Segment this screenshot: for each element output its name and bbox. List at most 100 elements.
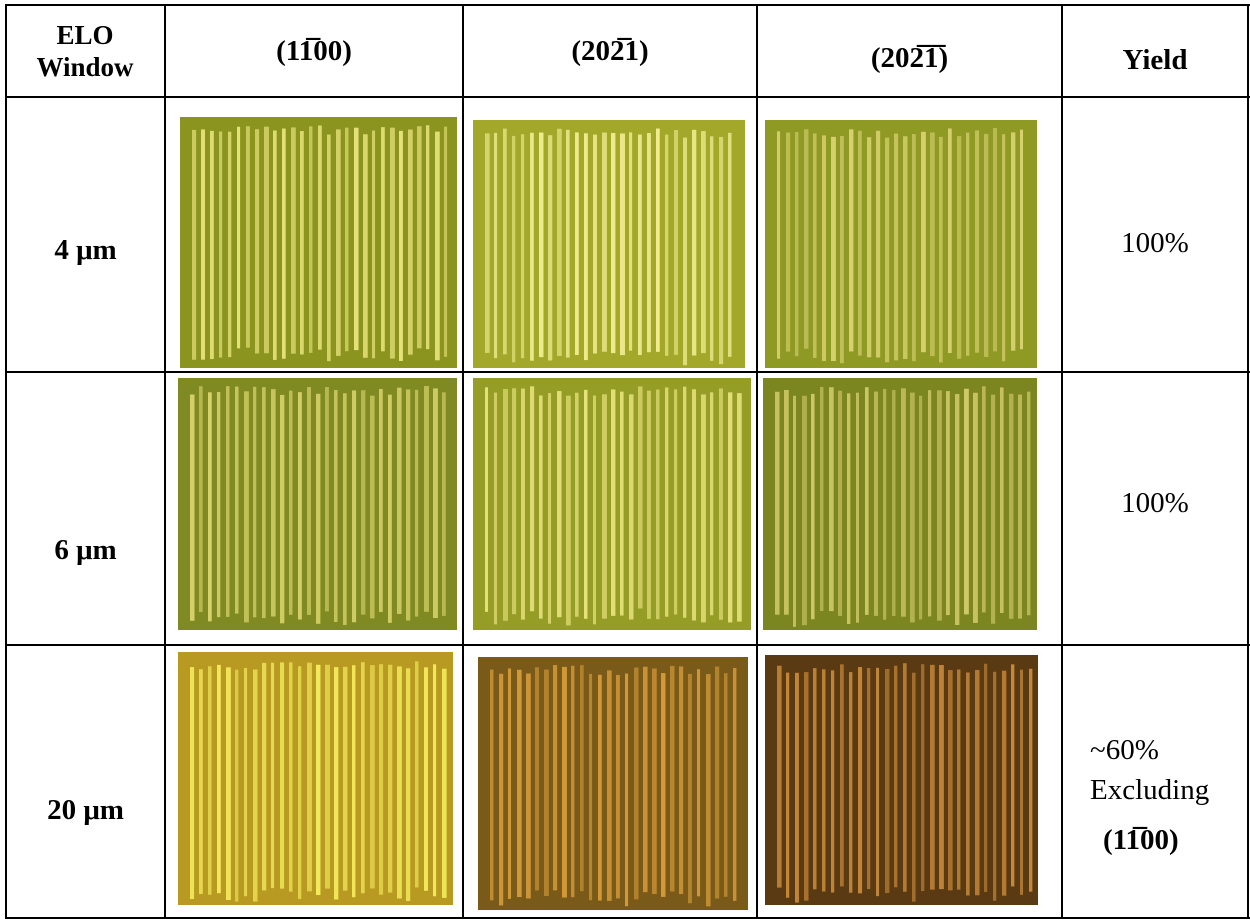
stripe (620, 391, 624, 616)
stripe (562, 666, 567, 898)
stripe (993, 671, 997, 901)
stripe (390, 127, 395, 359)
stripe (408, 129, 413, 355)
stripe (683, 386, 687, 618)
stripe (919, 395, 923, 620)
stripe (775, 391, 780, 615)
stripe (719, 136, 724, 365)
stripe (777, 131, 781, 359)
stripe (719, 388, 723, 620)
stripe (813, 133, 817, 358)
window-cell: 20 μm (47, 793, 124, 826)
stripe (894, 665, 898, 888)
stripe (397, 387, 402, 614)
stripe (930, 664, 935, 890)
stripe (804, 129, 809, 349)
stripe (325, 387, 329, 612)
stripe (652, 668, 657, 895)
stripe (548, 135, 553, 361)
stripe (444, 126, 448, 357)
stripe (728, 132, 732, 357)
stripe (804, 672, 809, 901)
stripe (584, 389, 588, 619)
stripe (273, 130, 277, 360)
rule (5, 644, 1250, 646)
rule (756, 4, 758, 919)
stripe (291, 127, 296, 354)
rule (164, 4, 166, 919)
stripe (928, 390, 932, 617)
stripe (910, 392, 915, 623)
stripe (192, 129, 197, 360)
stripe (620, 133, 625, 356)
header-cell: (11̅00) (276, 34, 352, 67)
stripe (991, 394, 996, 624)
stripe (634, 667, 639, 900)
stripe (975, 669, 980, 896)
stripe (190, 394, 195, 621)
stripe (593, 134, 597, 354)
stripe (262, 387, 266, 619)
stripe (575, 392, 579, 617)
stripe (984, 133, 989, 357)
stripe (508, 668, 512, 899)
stripe (442, 668, 447, 898)
stripe (228, 131, 232, 358)
stripe (912, 672, 916, 902)
micrograph (178, 652, 453, 905)
window-cell: 4 μm (54, 233, 117, 266)
stripe (1011, 664, 1015, 887)
stripe (856, 392, 860, 623)
stripe (503, 388, 508, 621)
stripe (237, 126, 241, 349)
rule (5, 96, 1250, 98)
stripe (336, 129, 341, 356)
stripe (512, 135, 516, 363)
stripe (701, 131, 706, 354)
stripe (379, 389, 383, 612)
stripe (912, 134, 916, 362)
stripe (530, 386, 535, 612)
stripe (415, 389, 419, 617)
stripe (811, 393, 815, 620)
stripe (217, 664, 221, 894)
stripe (1020, 669, 1024, 895)
stripe (226, 667, 231, 901)
stripe (208, 666, 212, 895)
stripe (388, 664, 393, 893)
stripe (647, 390, 651, 619)
stripe (566, 129, 570, 358)
stripe (593, 395, 597, 625)
stripe (865, 387, 869, 615)
stripe (728, 392, 733, 623)
stripe (795, 132, 799, 357)
header-cell: ELO Window (36, 19, 134, 82)
stripe (388, 394, 392, 623)
stripe (849, 129, 854, 352)
stripe (670, 665, 675, 892)
stripe (354, 127, 359, 351)
stripe (822, 135, 826, 362)
stripe (1027, 391, 1031, 616)
stripe (244, 391, 249, 623)
window-cell: 6 μm (54, 533, 117, 566)
stripe (973, 392, 978, 623)
stripe (939, 665, 944, 890)
stripe (499, 673, 504, 906)
stripe (345, 127, 349, 352)
stripe (503, 128, 507, 355)
stripe (737, 393, 742, 622)
micrograph-bg (478, 657, 748, 910)
stripe (939, 136, 943, 363)
stripe (885, 137, 890, 363)
stripe (548, 393, 552, 624)
stripe (993, 128, 997, 352)
stripe (876, 130, 881, 358)
stripe (1000, 387, 1004, 613)
stripe (316, 393, 321, 624)
stripe (975, 130, 980, 353)
stripe (517, 669, 522, 898)
stripe (964, 388, 969, 615)
stripe (370, 665, 375, 889)
stripe (697, 669, 701, 897)
